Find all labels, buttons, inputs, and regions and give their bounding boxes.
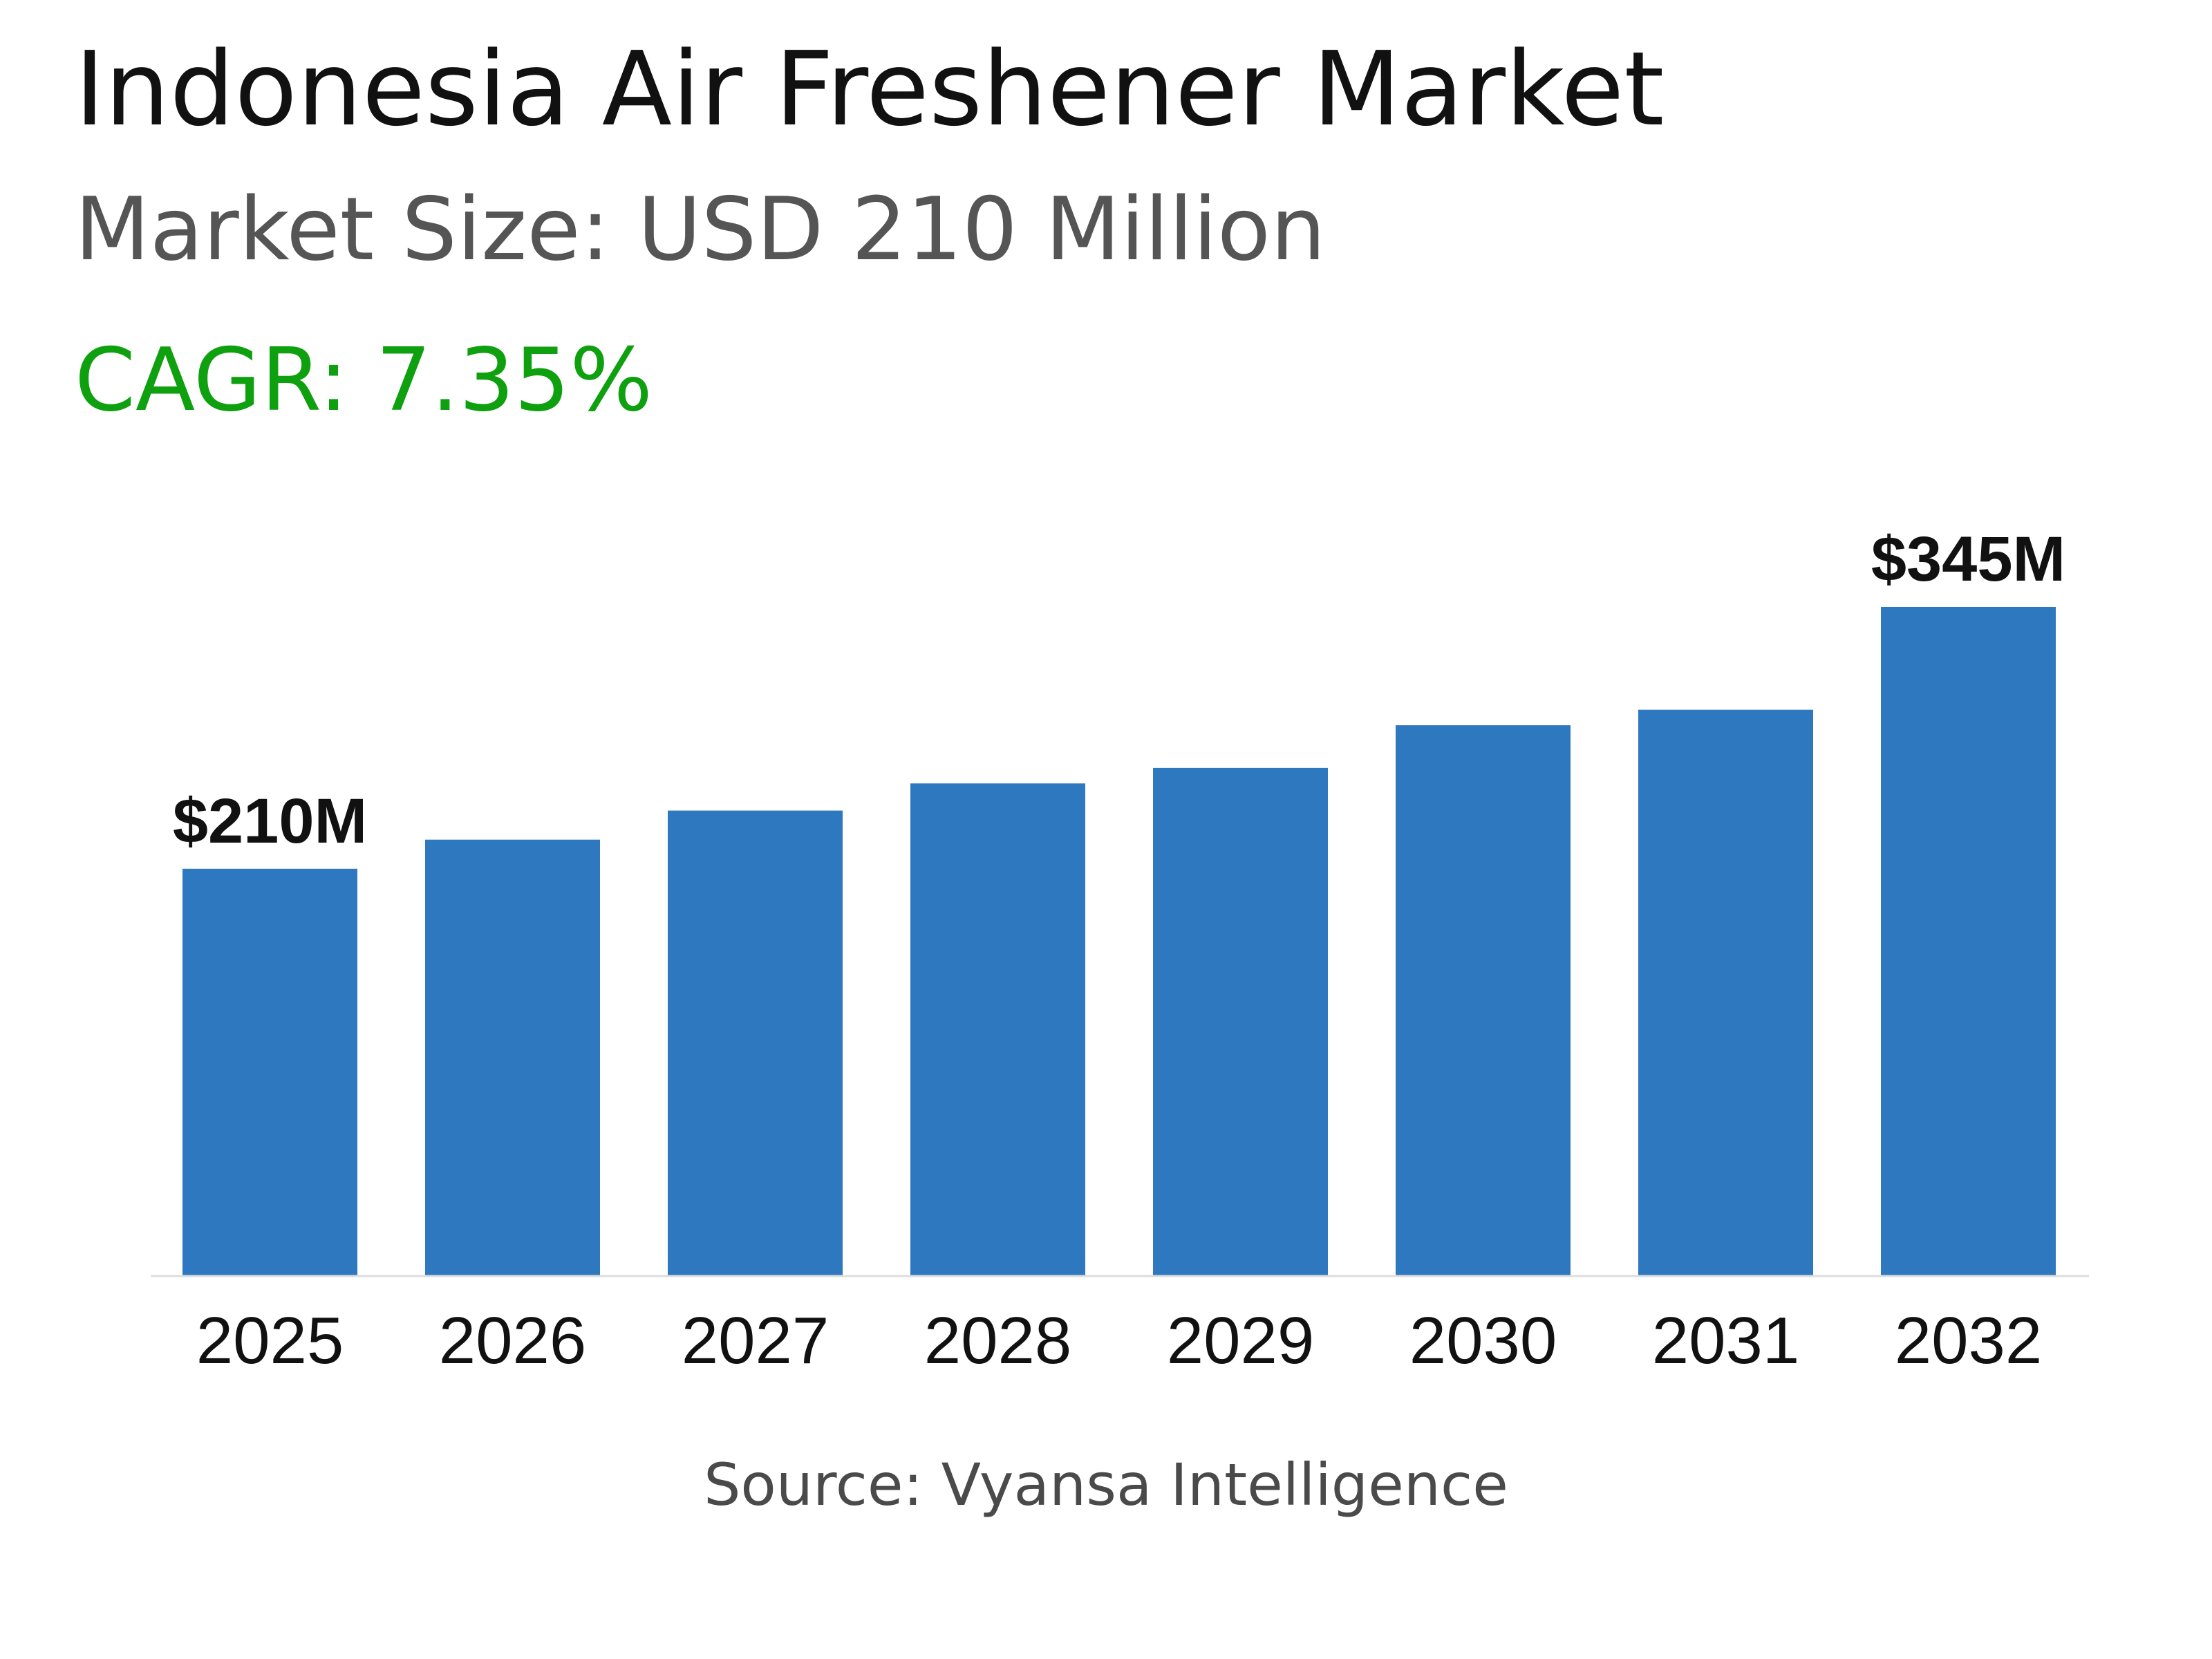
bar-2031 — [1638, 709, 1813, 1276]
x-tick-label: 2028 — [924, 1304, 1072, 1378]
chart-title: Indonesia Air Freshener Market — [75, 30, 1665, 149]
x-tick-label: 2032 — [1895, 1304, 2043, 1378]
data-label-2025: $210M — [173, 786, 367, 856]
x-tick-labels: 2025 2026 2027 2028 2029 2030 2031 2032 — [196, 1304, 2043, 1378]
bar-2025 — [182, 868, 357, 1276]
bar-2027 — [668, 810, 843, 1276]
x-tick-label: 2025 — [196, 1304, 344, 1378]
bar-2032 — [1881, 607, 2056, 1276]
cagr-text: CAGR: 7.35% — [75, 329, 653, 431]
bar-2026 — [425, 839, 600, 1276]
x-tick-label: 2030 — [1409, 1304, 1557, 1378]
bars-group — [182, 607, 2056, 1276]
market-size-text: Market Size: USD 210 Million — [75, 178, 1326, 280]
x-tick-label: 2026 — [439, 1304, 587, 1378]
data-labels: $210M $345M — [173, 524, 2065, 856]
x-tick-label: 2027 — [682, 1304, 830, 1378]
source-text: Source: Vyansa Intelligence — [704, 1451, 1508, 1519]
bar-2028 — [910, 783, 1085, 1276]
data-label-2032: $345M — [1871, 524, 2065, 594]
bar-2030 — [1396, 725, 1571, 1276]
x-tick-label: 2029 — [1167, 1304, 1315, 1378]
bar-2029 — [1153, 767, 1328, 1276]
x-tick-label: 2031 — [1652, 1304, 1800, 1378]
